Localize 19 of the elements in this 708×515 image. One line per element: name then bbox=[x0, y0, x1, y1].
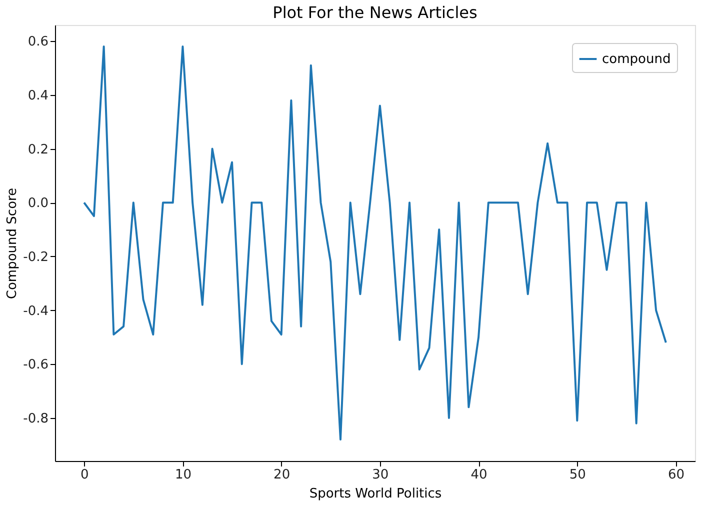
x-tick-label: 40 bbox=[470, 468, 488, 482]
y-tick-label: 0.6 bbox=[28, 34, 48, 50]
x-tick-label: 0 bbox=[80, 468, 89, 482]
y-tick-label: 0.2 bbox=[28, 142, 48, 158]
y-tick-label: 0.0 bbox=[28, 196, 48, 212]
y-tick-label: -0.8 bbox=[23, 411, 48, 426]
x-tick-label: 30 bbox=[372, 468, 389, 482]
chart-title: Plot For the News Articles bbox=[272, 3, 478, 22]
legend-label: compound bbox=[602, 52, 671, 67]
x-tick-label: 20 bbox=[274, 468, 290, 482]
x-axis-title: Sports World Politics bbox=[309, 486, 442, 502]
x-tick-label: 60 bbox=[668, 468, 685, 482]
y-tick-label: -0.4 bbox=[23, 304, 48, 319]
y-axis-title: Compound Score bbox=[5, 188, 20, 300]
y-tick-label: 0.4 bbox=[28, 88, 48, 104]
y-tick-label: -0.6 bbox=[23, 358, 48, 373]
x-tick-label: 50 bbox=[569, 468, 586, 482]
y-tick-label: -0.2 bbox=[23, 250, 48, 265]
x-tick-label: 10 bbox=[174, 468, 192, 482]
